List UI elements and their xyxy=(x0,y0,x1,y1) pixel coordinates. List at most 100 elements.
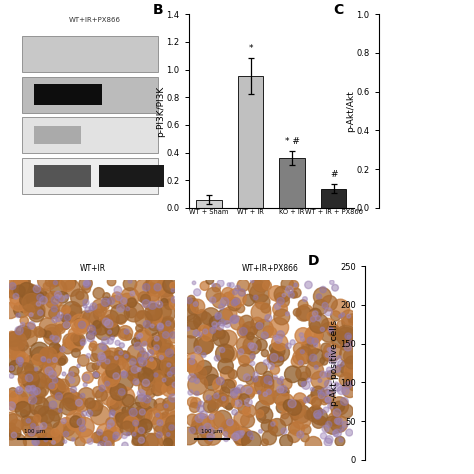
Circle shape xyxy=(35,426,42,433)
Circle shape xyxy=(93,319,109,335)
Circle shape xyxy=(238,431,251,444)
Circle shape xyxy=(122,356,138,372)
Circle shape xyxy=(43,360,61,378)
Circle shape xyxy=(11,432,17,438)
Circle shape xyxy=(246,376,254,384)
Circle shape xyxy=(143,283,150,291)
Circle shape xyxy=(154,335,171,352)
Circle shape xyxy=(18,374,27,383)
Circle shape xyxy=(186,314,201,329)
Circle shape xyxy=(41,410,60,428)
Circle shape xyxy=(311,397,321,407)
Circle shape xyxy=(109,386,118,394)
Circle shape xyxy=(255,363,267,374)
Circle shape xyxy=(92,432,103,443)
Circle shape xyxy=(228,370,237,379)
Circle shape xyxy=(30,342,49,361)
Circle shape xyxy=(71,289,88,307)
Text: #: # xyxy=(330,170,337,179)
Circle shape xyxy=(340,427,344,431)
Circle shape xyxy=(138,333,143,338)
Circle shape xyxy=(243,337,261,355)
Circle shape xyxy=(91,405,110,425)
Text: 100 μm: 100 μm xyxy=(24,429,45,434)
Circle shape xyxy=(268,363,274,369)
Circle shape xyxy=(21,416,31,426)
Circle shape xyxy=(337,386,345,394)
Circle shape xyxy=(137,368,141,372)
Circle shape xyxy=(342,316,356,329)
Circle shape xyxy=(71,334,79,342)
Circle shape xyxy=(90,303,97,310)
Circle shape xyxy=(307,349,325,367)
Circle shape xyxy=(114,410,133,428)
Circle shape xyxy=(181,336,199,354)
Circle shape xyxy=(233,290,237,295)
Circle shape xyxy=(339,404,353,418)
Circle shape xyxy=(103,348,122,366)
Circle shape xyxy=(134,330,150,346)
Circle shape xyxy=(192,413,210,431)
Circle shape xyxy=(20,316,28,325)
Circle shape xyxy=(87,325,96,334)
Circle shape xyxy=(264,376,272,384)
Circle shape xyxy=(210,328,216,333)
Circle shape xyxy=(9,366,14,371)
Circle shape xyxy=(268,419,286,436)
Circle shape xyxy=(134,425,146,437)
Circle shape xyxy=(281,428,287,434)
Circle shape xyxy=(344,343,352,351)
Circle shape xyxy=(54,353,66,365)
Circle shape xyxy=(33,438,40,446)
Circle shape xyxy=(15,401,31,417)
Circle shape xyxy=(76,292,84,300)
Circle shape xyxy=(138,428,145,434)
Circle shape xyxy=(116,413,125,422)
Circle shape xyxy=(51,296,59,304)
Circle shape xyxy=(307,337,314,344)
Circle shape xyxy=(7,331,16,340)
Circle shape xyxy=(250,284,269,303)
Circle shape xyxy=(270,354,278,361)
Circle shape xyxy=(228,379,236,388)
Circle shape xyxy=(161,415,173,427)
Circle shape xyxy=(54,281,57,285)
Circle shape xyxy=(288,430,300,443)
Circle shape xyxy=(245,387,252,394)
Circle shape xyxy=(105,441,111,447)
Circle shape xyxy=(115,347,123,356)
Circle shape xyxy=(273,302,287,317)
Circle shape xyxy=(138,437,145,443)
Circle shape xyxy=(219,330,237,348)
Circle shape xyxy=(330,311,341,321)
Circle shape xyxy=(169,394,177,402)
Circle shape xyxy=(143,362,155,374)
Circle shape xyxy=(106,325,113,332)
Circle shape xyxy=(17,363,34,380)
Circle shape xyxy=(61,419,66,424)
Circle shape xyxy=(47,346,63,362)
Circle shape xyxy=(93,402,101,410)
Circle shape xyxy=(163,422,178,438)
Circle shape xyxy=(53,357,57,362)
Circle shape xyxy=(113,435,118,440)
Circle shape xyxy=(311,386,325,400)
Circle shape xyxy=(199,426,206,434)
Circle shape xyxy=(55,392,62,400)
Circle shape xyxy=(344,378,352,385)
Circle shape xyxy=(212,293,227,308)
Circle shape xyxy=(219,304,224,310)
Circle shape xyxy=(156,304,171,319)
Circle shape xyxy=(277,298,284,305)
Circle shape xyxy=(101,310,119,328)
Circle shape xyxy=(106,371,120,385)
Circle shape xyxy=(148,301,156,310)
Circle shape xyxy=(74,417,94,437)
Circle shape xyxy=(127,432,130,436)
Circle shape xyxy=(33,388,40,395)
Circle shape xyxy=(167,385,176,394)
Circle shape xyxy=(16,387,23,394)
Circle shape xyxy=(4,414,24,433)
Circle shape xyxy=(44,324,60,341)
Circle shape xyxy=(334,382,338,386)
